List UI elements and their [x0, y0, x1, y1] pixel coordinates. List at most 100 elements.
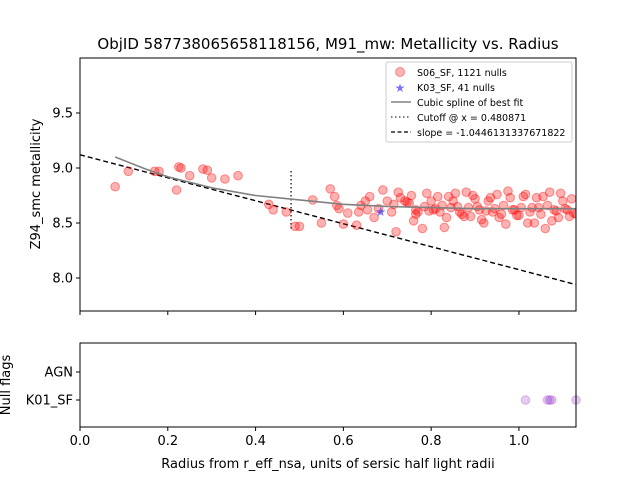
s06-point — [294, 221, 305, 232]
category-tick-label: AGN — [45, 366, 73, 381]
s06-point — [206, 173, 217, 183]
x-tick-label: 0.4 — [245, 434, 266, 449]
x-tick-label: 0.6 — [333, 434, 354, 449]
spline-line — [114, 156, 576, 210]
s06-point — [465, 211, 476, 222]
s06-point — [281, 207, 292, 217]
s06-point — [386, 207, 397, 217]
s06-point — [542, 200, 553, 211]
s06-point — [391, 227, 401, 237]
bottom-axes-frame — [79, 342, 577, 428]
top-axes-frame — [79, 57, 577, 312]
legend-label-slope: slope = -1.0446131337671822 — [417, 128, 565, 139]
s06-point — [516, 202, 526, 213]
s06-point — [393, 187, 404, 197]
s06-point — [463, 202, 474, 213]
s06-point — [329, 191, 340, 202]
null-flag-point — [542, 395, 553, 405]
y-axis-label: Z94_smc metallicity — [29, 118, 44, 249]
s06-point — [353, 207, 364, 217]
s06-point — [362, 205, 373, 215]
s06-point — [364, 191, 375, 202]
y-tick-label: 9.5 — [52, 107, 73, 122]
s06-point — [268, 205, 278, 215]
x-axis-label: Radius from r_eff_nsa, units of sersic h… — [161, 457, 494, 472]
s06-point — [461, 187, 472, 197]
s06-point — [558, 196, 568, 206]
s06-point — [540, 223, 551, 234]
s06-point — [430, 203, 441, 214]
legend-marker-s06 — [395, 67, 405, 77]
s06-point — [176, 163, 186, 173]
s06-point — [507, 205, 518, 215]
legend-label-k03: K03_SF, 41 nulls — [417, 83, 495, 94]
s06-point — [233, 170, 243, 181]
s06-point — [500, 219, 511, 229]
s06-point — [316, 218, 327, 228]
s06-point — [496, 209, 507, 219]
legend-box — [385, 61, 573, 143]
s06-point — [498, 200, 509, 211]
s06-point — [421, 188, 432, 199]
metallicity-plot: 8.0 8.5 9.0 9.5 Z94_smc metallicity — [29, 57, 577, 315]
s06-point — [468, 190, 478, 201]
s06-point — [470, 194, 480, 204]
s06-point — [487, 207, 498, 217]
k03-point — [375, 207, 386, 217]
s06-point — [505, 192, 515, 203]
s06-point — [457, 209, 467, 219]
s06-point — [571, 209, 576, 219]
s06-point — [450, 188, 461, 199]
s06-point — [538, 191, 548, 202]
s06-point — [481, 206, 491, 216]
s06-point — [518, 191, 529, 202]
x-tick-label: 0.0 — [70, 434, 91, 449]
s06-point — [536, 209, 546, 219]
s06-point — [529, 218, 540, 228]
s06-point — [525, 207, 535, 217]
s06-point — [202, 165, 213, 175]
s06-point — [198, 164, 208, 174]
null-flag-point — [547, 395, 557, 405]
s06-point — [342, 208, 353, 218]
legend-label-cutoff: Cutoff @ x = 0.480871 — [417, 113, 526, 124]
s06-point — [553, 212, 564, 223]
chart-title: ObjID 587738065658118156, M91_mw: Metall… — [97, 35, 558, 54]
legend: S06_SF, 1121 nulls ★ K03_SF, 41 nulls Cu… — [385, 61, 573, 143]
s06-point — [184, 170, 195, 181]
y-tick-label: 8.0 — [52, 272, 73, 287]
x-tick-label: 0.2 — [157, 434, 178, 449]
s06-point — [533, 202, 544, 213]
s06-point — [220, 174, 230, 184]
s06-point — [509, 205, 520, 215]
s06-point — [331, 200, 342, 211]
s06-point — [351, 220, 362, 230]
s06-point — [479, 218, 489, 228]
s06-point — [474, 205, 485, 215]
s06-point — [290, 221, 300, 232]
s06-point — [369, 212, 379, 223]
s06-point — [483, 196, 494, 206]
s06-point — [549, 205, 559, 215]
s06-point — [382, 196, 393, 206]
s06-point — [494, 212, 504, 223]
s06-point — [566, 194, 576, 204]
s06-point — [476, 214, 487, 225]
null-flags-axis-label: Null flags — [0, 355, 14, 416]
y-tick-label: 9.0 — [52, 162, 73, 177]
null-flag-point — [520, 395, 531, 405]
s06-point — [419, 201, 430, 212]
s06-point — [173, 162, 184, 172]
category-tick-label: K01_SF — [26, 394, 73, 409]
s06-point — [441, 212, 452, 223]
s06-point — [520, 189, 531, 200]
s06-point — [378, 185, 388, 195]
legend-label-s06: S06_SF, 1121 nulls — [417, 68, 507, 79]
s06-point — [503, 186, 513, 196]
s06-point — [263, 199, 274, 210]
s06-point — [395, 192, 406, 203]
s06-point — [531, 192, 542, 203]
legend-label-spline: Cubic spline of best fit — [417, 98, 523, 109]
